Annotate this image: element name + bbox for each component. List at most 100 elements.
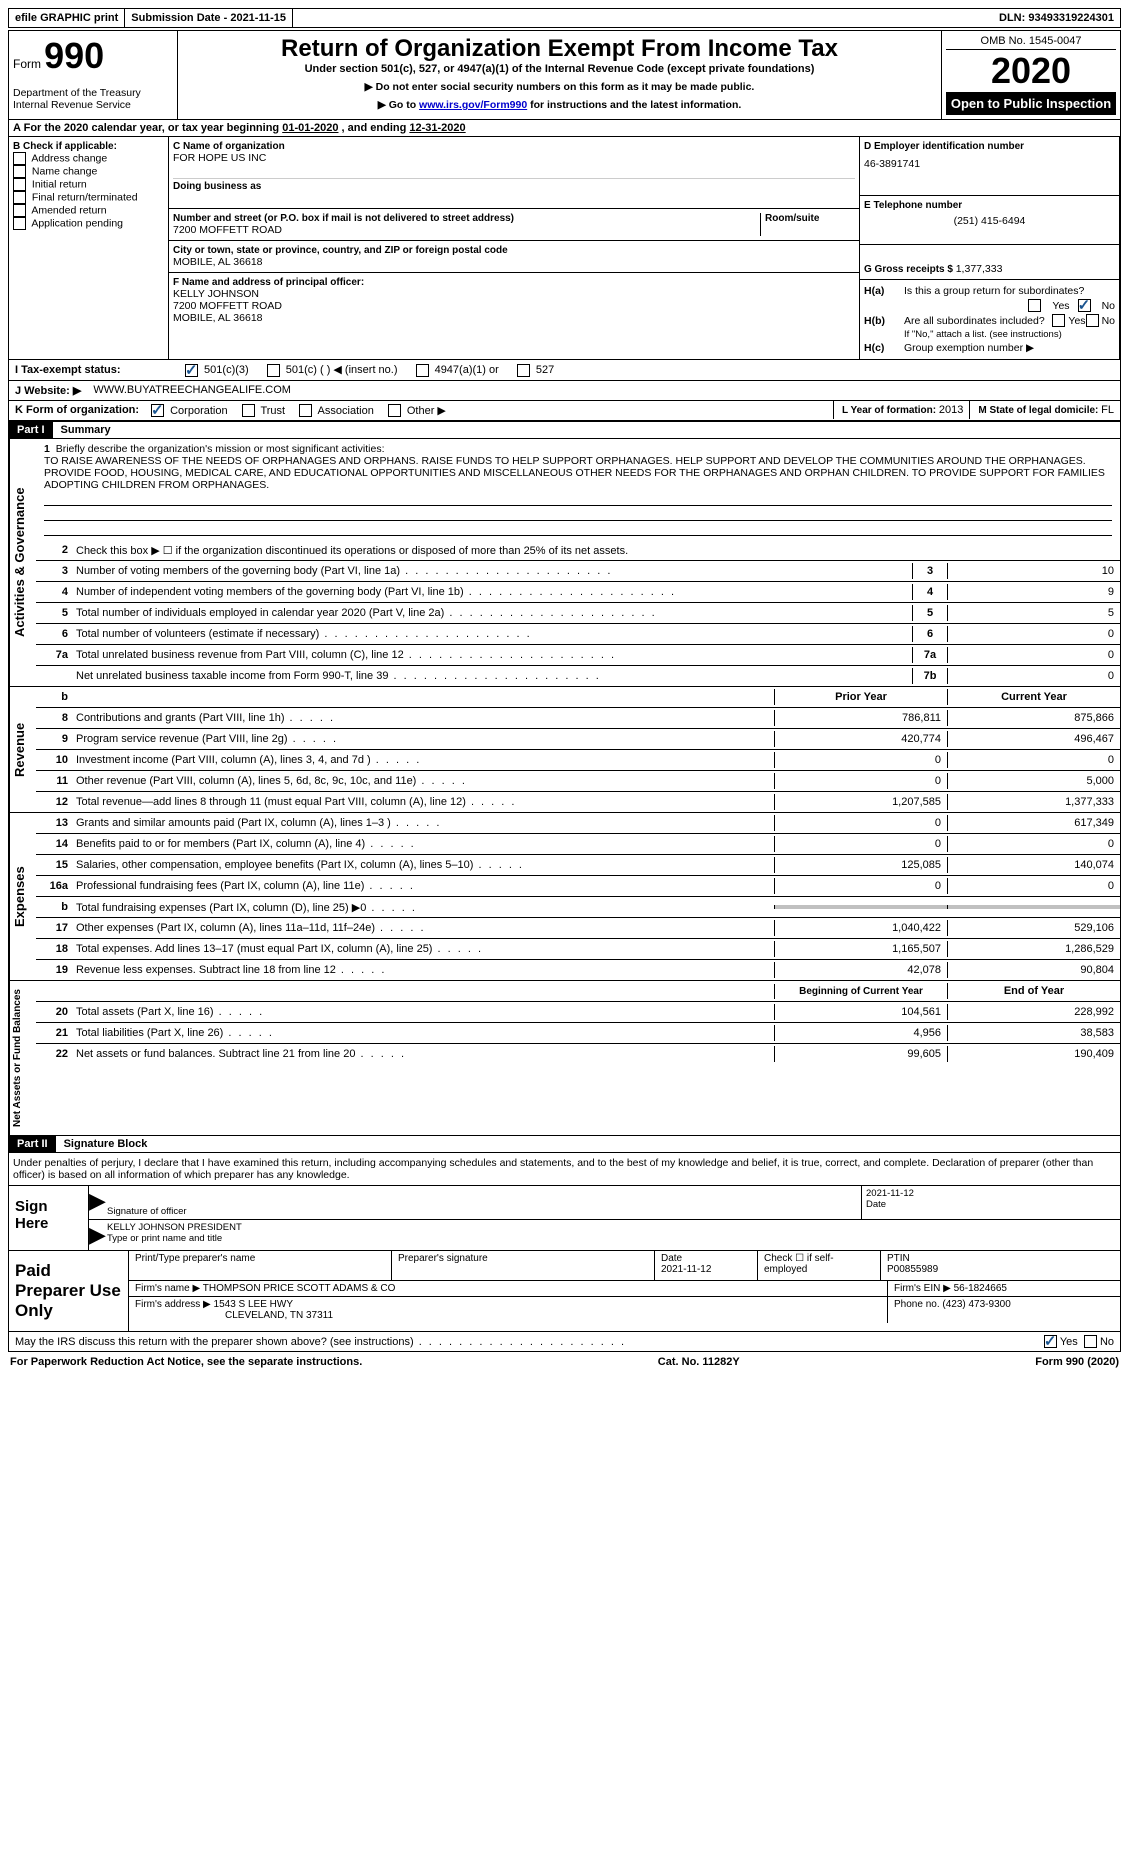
ptin-value: P00855989 <box>887 1264 938 1275</box>
line-text: Contributions and grants (Part VIII, lin… <box>72 710 774 726</box>
entity-info-grid: B Check if applicable: Address change Na… <box>8 137 1121 360</box>
tax-status-checkbox[interactable] <box>416 364 429 377</box>
date-label: Date <box>866 1199 1116 1210</box>
current-year-value: 617,349 <box>947 815 1120 831</box>
org-form-checkbox[interactable] <box>151 404 164 417</box>
gov-line-value: 0 <box>947 668 1120 684</box>
paid-preparer-block: Paid Preparer Use Only Print/Type prepar… <box>8 1251 1121 1332</box>
dln: DLN: 93493319224301 <box>993 9 1120 27</box>
prior-year-value: 125,085 <box>774 857 947 873</box>
gov-line-text: Total number of individuals employed in … <box>72 605 912 621</box>
hb-no-checkbox[interactable] <box>1086 314 1099 327</box>
prior-year-value: 1,165,507 <box>774 941 947 957</box>
instruction-ssn: ▶ Do not enter social security numbers o… <box>182 81 937 93</box>
sig-date: 2021-11-12 <box>866 1188 1116 1199</box>
hb-label: H(b) <box>864 315 904 327</box>
org-form-checkbox[interactable] <box>299 404 312 417</box>
efile-label: efile GRAPHIC print <box>9 9 125 27</box>
summary-net-assets: Net Assets or Fund Balances Beginning of… <box>8 981 1121 1136</box>
discuss-text: May the IRS discuss this return with the… <box>15 1336 1044 1348</box>
officer-label: F Name and address of principal officer: <box>173 277 855 288</box>
street-address: 7200 MOFFETT ROAD <box>173 224 760 236</box>
col-b-checkboxes: B Check if applicable: Address change Na… <box>9 137 169 359</box>
tax-status-checkbox[interactable] <box>185 364 198 377</box>
ha-label: H(a) <box>864 285 904 297</box>
sign-here-label: Sign Here <box>9 1186 89 1250</box>
ha-yes-checkbox[interactable] <box>1028 299 1041 312</box>
summary-governance: Activities & Governance 1 Briefly descri… <box>8 439 1121 687</box>
hc-label: H(c) <box>864 342 904 354</box>
footer-mid: Cat. No. 11282Y <box>658 1356 740 1368</box>
line-text: Total assets (Part X, line 16) <box>72 1004 774 1020</box>
firm-phone: (423) 473-9300 <box>942 1299 1010 1310</box>
irs-link[interactable]: www.irs.gov/Form990 <box>419 99 527 111</box>
summary-expenses: Expenses 13Grants and similar amounts pa… <box>8 813 1121 981</box>
gov-line-text: Net unrelated business taxable income fr… <box>72 668 912 684</box>
street-label: Number and street (or P.O. box if mail i… <box>173 213 760 224</box>
row-j-website: J Website: ▶ WWW.BUYATREECHANGEALIFE.COM <box>8 381 1121 401</box>
discuss-yes-checkbox[interactable] <box>1044 1335 1057 1348</box>
vert-expenses: Expenses <box>9 813 36 980</box>
colb-checkbox[interactable] <box>13 152 26 165</box>
gov-line-value: 10 <box>947 563 1120 579</box>
ha-no-checkbox[interactable] <box>1078 299 1091 312</box>
colb-checkbox[interactable] <box>13 191 26 204</box>
summary-revenue: Revenue b Prior Year Current Year 8Contr… <box>8 687 1121 813</box>
gov-line-text: Number of independent voting members of … <box>72 584 912 600</box>
org-name-label: C Name of organization <box>173 141 855 152</box>
line-text: Other expenses (Part IX, column (A), lin… <box>72 920 774 936</box>
colb-checkbox[interactable] <box>13 178 26 191</box>
prior-year-value: 1,207,585 <box>774 794 947 810</box>
tax-status-checkbox[interactable] <box>267 364 280 377</box>
declaration-text: Under penalties of perjury, I declare th… <box>8 1153 1121 1186</box>
state-domicile: FL <box>1101 404 1114 416</box>
col-current-year: Current Year <box>947 689 1120 705</box>
dept-treasury: Department of the Treasury <box>13 87 173 99</box>
line-text: Investment income (Part VIII, column (A)… <box>72 752 774 768</box>
gov-line-text: Total unrelated business revenue from Pa… <box>72 647 912 663</box>
sign-here-block: Sign Here ▶ Signature of officer 2021-11… <box>8 1186 1121 1251</box>
sig-arrow-icon: ▶ <box>89 1220 103 1250</box>
line-text: Program service revenue (Part VIII, line… <box>72 731 774 747</box>
website-value: WWW.BUYATREECHANGEALIFE.COM <box>87 381 297 399</box>
line-text: Total liabilities (Part X, line 26) <box>72 1025 774 1041</box>
vert-governance: Activities & Governance <box>9 439 36 686</box>
vert-revenue: Revenue <box>9 687 36 812</box>
top-bar: efile GRAPHIC print Submission Date - 20… <box>8 8 1121 28</box>
section-a-tax-year: A For the 2020 calendar year, or tax yea… <box>8 120 1121 137</box>
colb-checkbox[interactable] <box>13 217 26 230</box>
prior-year-value: 0 <box>774 752 947 768</box>
room-label: Room/suite <box>765 213 855 224</box>
col-end-year: End of Year <box>947 983 1120 999</box>
sig-officer-label: Signature of officer <box>107 1206 857 1217</box>
hb-text: Are all subordinates included? <box>904 315 1052 327</box>
discuss-no-checkbox[interactable] <box>1084 1335 1097 1348</box>
line2-text: Check this box ▶ ☐ if the organization d… <box>72 542 1120 559</box>
prior-year-value: 104,561 <box>774 1004 947 1020</box>
line-text: Professional fundraising fees (Part IX, … <box>72 878 774 894</box>
gross-receipts-label: G Gross receipts $ <box>864 264 956 275</box>
current-year-value: 190,409 <box>947 1046 1120 1062</box>
phone-label: E Telephone number <box>864 200 1115 211</box>
prior-year-value: 0 <box>774 836 947 852</box>
ein-value: 46-3891741 <box>864 152 1115 170</box>
colb-checkbox[interactable] <box>13 165 26 178</box>
tax-status-checkbox[interactable] <box>517 364 530 377</box>
paid-preparer-label: Paid Preparer Use Only <box>9 1251 129 1331</box>
org-form-checkbox[interactable] <box>242 404 255 417</box>
discuss-row: May the IRS discuss this return with the… <box>8 1332 1121 1352</box>
col-begin-year: Beginning of Current Year <box>774 984 947 999</box>
current-year-value: 38,583 <box>947 1025 1120 1041</box>
current-year-value: 140,074 <box>947 857 1120 873</box>
phone-value: (251) 415-6494 <box>864 211 1115 227</box>
firm-ein: 56-1824665 <box>954 1283 1007 1294</box>
colb-checkbox[interactable] <box>13 204 26 217</box>
hb-yes-checkbox[interactable] <box>1052 314 1065 327</box>
dba-label: Doing business as <box>173 178 855 192</box>
mission-text: TO RAISE AWARENESS OF THE NEEDS OF ORPHA… <box>44 455 1105 491</box>
org-form-checkbox[interactable] <box>388 404 401 417</box>
prior-year-value: 0 <box>774 815 947 831</box>
prior-year-value: 4,956 <box>774 1025 947 1041</box>
current-year-value: 1,286,529 <box>947 941 1120 957</box>
prior-year-value: 420,774 <box>774 731 947 747</box>
